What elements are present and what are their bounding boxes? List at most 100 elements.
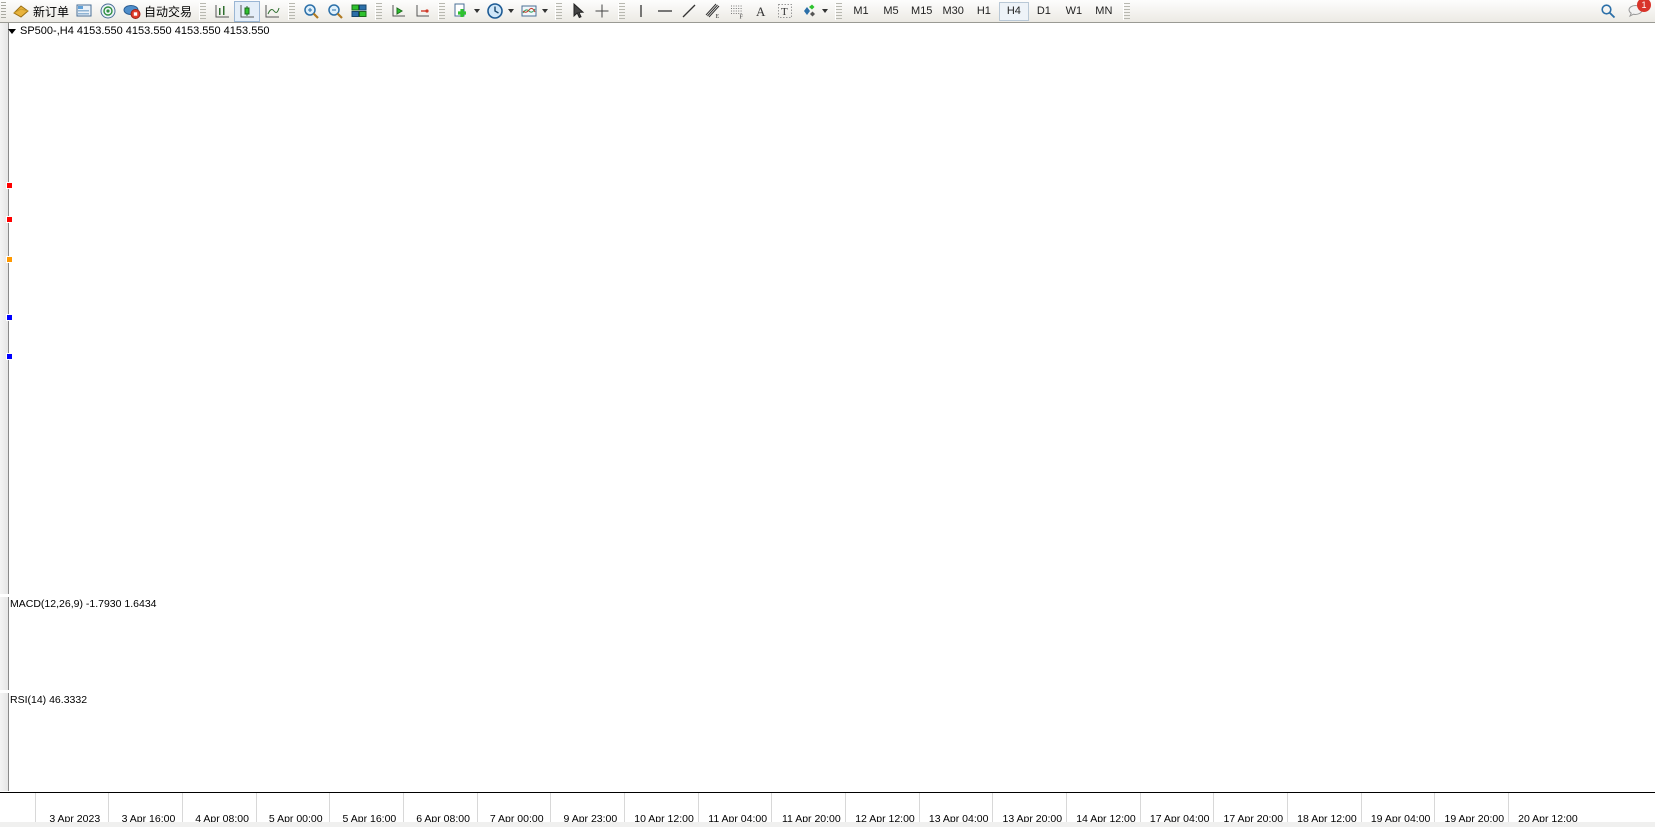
templates-icon (521, 5, 537, 17)
cursor-icon (573, 2, 585, 19)
notification-badge: 1 (1637, 0, 1651, 12)
fibonacci-icon: F (731, 5, 744, 21)
timeframe-m15[interactable]: M15 (911, 5, 933, 17)
shift-end-icon (416, 5, 430, 17)
trendline-icon (682, 4, 696, 18)
time-axis-tick (1139, 793, 1141, 827)
time-axis-tick (403, 793, 405, 827)
new-order-label: 新订单 (33, 4, 70, 19)
toolbar-separator (199, 2, 207, 20)
candlestick-chart-icon (240, 5, 255, 18)
time-axis-tick (550, 793, 552, 827)
zoom-out-button[interactable] (323, 1, 347, 22)
shift-end-button[interactable] (410, 1, 434, 22)
add-indicator-button[interactable] (449, 1, 483, 22)
period-button[interactable] (483, 1, 517, 22)
chevron-down-icon[interactable] (508, 9, 515, 13)
vertical-line-button[interactable] (629, 1, 653, 22)
tile-windows-button[interactable] (347, 1, 371, 22)
zoom-in-button[interactable] (299, 1, 323, 22)
time-axis-tick (329, 793, 331, 827)
notification-button[interactable]: 1 (1627, 0, 1651, 20)
text-label-icon: T (778, 4, 793, 18)
level-handle[interactable] (6, 353, 13, 361)
pane-left-rail (0, 597, 9, 690)
autotrading-icon (123, 5, 141, 19)
chevron-down-icon[interactable] (542, 9, 549, 13)
shift-start-icon (392, 5, 406, 17)
text-icon: A (756, 4, 766, 19)
pane-left-rail (0, 23, 9, 594)
chart-title-text: SP500-,H4 4153.550 4153.550 4153.550 415… (20, 25, 270, 37)
time-axis[interactable]: 3 Apr 2023 3 Apr 16:00 4 Apr 08:00 5 Apr 00… (0, 792, 1655, 827)
line-chart-icon (265, 5, 280, 18)
timeframe-w1[interactable]: W1 (1065, 5, 1083, 17)
svg-text:F: F (740, 15, 744, 21)
line-chart-button[interactable] (260, 1, 284, 22)
timeframe-d1[interactable]: D1 (1036, 5, 1051, 17)
autotrading-button[interactable]: 自动交易 (120, 1, 195, 22)
timeframe-group: M1 M5 M15 M30 H1 H4 D1 W1 MN (846, 1, 1119, 21)
level-handle[interactable] (6, 181, 13, 189)
terminal-button[interactable] (72, 1, 96, 22)
toolbar-separator (1122, 2, 1130, 20)
crosshair-button[interactable] (590, 1, 614, 22)
chart-area[interactable]: SP500-,H4 4153.550 4153.550 4153.550 415… (0, 23, 1655, 827)
svg-text:A: A (756, 4, 766, 19)
collapse-triangle-icon[interactable] (8, 28, 16, 34)
chevron-down-icon[interactable] (822, 9, 829, 13)
svg-text:T: T (781, 6, 788, 18)
add-indicator-icon (454, 3, 467, 17)
bar-chart-icon (215, 5, 230, 18)
timeframe-m1[interactable]: M1 (853, 5, 869, 17)
toolbar-separator (555, 2, 563, 20)
period-icon (487, 3, 503, 19)
level-handle[interactable] (6, 313, 13, 321)
vertical-line-icon (640, 5, 642, 17)
time-axis-tick (845, 793, 846, 827)
timeframe-h1[interactable]: H1 (976, 5, 991, 17)
timeframe-m30[interactable]: M30 (942, 5, 964, 17)
toolbar-separator (618, 2, 626, 20)
toolbar-separator (288, 2, 296, 20)
autotrading-label: 自动交易 (144, 4, 193, 19)
level-handle[interactable] (6, 256, 13, 264)
templates-button[interactable] (517, 1, 551, 22)
macd-title: MACD(12,26,9) -1.7930 1.6434 (10, 598, 157, 610)
shift-start-button[interactable] (386, 1, 410, 22)
toolbar-separator (835, 2, 843, 20)
new-order-icon (13, 5, 29, 18)
zoom-out-icon (328, 4, 343, 19)
chevron-down-icon[interactable] (474, 9, 481, 13)
timeframe-h4[interactable]: H4 (998, 1, 1029, 21)
equidistant-channel-icon: E (705, 3, 720, 20)
trendline-button[interactable] (677, 1, 701, 22)
signals-button[interactable] (96, 1, 120, 22)
toolbar-grip[interactable] (1, 2, 6, 20)
text-label-button[interactable]: T (773, 1, 797, 22)
time-axis-tick (34, 793, 36, 827)
bar-chart-button[interactable] (210, 1, 234, 22)
time-axis-tick (992, 793, 994, 827)
level-handle[interactable] (6, 216, 13, 224)
text-button[interactable]: A (749, 1, 773, 22)
tile-windows-icon (351, 4, 367, 17)
time-axis-tick (1286, 793, 1288, 827)
horizontal-line-button[interactable] (653, 1, 677, 22)
objects-button[interactable] (797, 1, 831, 22)
expert-advisors-icon (76, 4, 92, 17)
timeframe-m5[interactable]: M5 (883, 5, 899, 17)
time-axis-tick (624, 793, 626, 827)
timeframe-mn[interactable]: MN (1095, 5, 1113, 17)
candlestick-chart-button[interactable] (234, 0, 261, 22)
time-axis-tick (1434, 793, 1436, 827)
cursor-button[interactable] (566, 1, 590, 22)
time-axis-tick (1213, 793, 1215, 827)
equidistant-channel-button[interactable]: E (701, 1, 725, 22)
fibonacci-button[interactable]: F (725, 1, 749, 22)
pane-left-rail (0, 693, 9, 791)
search-icon[interactable] (1599, 2, 1617, 20)
new-order-button[interactable]: 新订单 (9, 1, 72, 22)
time-axis-tick (697, 793, 699, 827)
